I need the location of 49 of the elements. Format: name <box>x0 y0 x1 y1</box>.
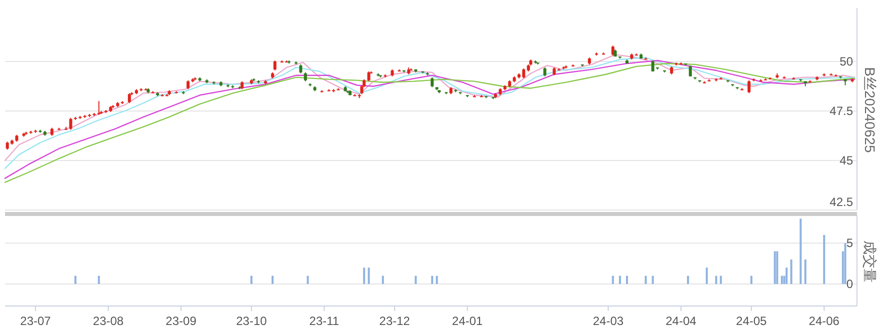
y-tick-label: 0 <box>846 276 854 291</box>
x-tick-label: 23-12 <box>379 314 410 328</box>
bar <box>844 243 846 284</box>
x-tick-label: 24-01 <box>452 314 484 328</box>
x-tick-label: 24-03 <box>592 314 624 328</box>
bar <box>786 268 788 284</box>
bar <box>800 218 802 284</box>
bar <box>612 276 614 284</box>
bar <box>414 276 417 284</box>
bar <box>272 276 274 284</box>
y-axis-title: B丝20240625 <box>862 67 878 154</box>
bar <box>363 268 366 284</box>
bar <box>715 276 718 284</box>
bar <box>74 276 76 284</box>
y-tick-label: 5 <box>846 236 854 250</box>
bar <box>687 276 690 284</box>
bar <box>98 276 100 284</box>
y-tick-label: 50 <box>840 54 854 68</box>
bar <box>644 276 647 284</box>
bar <box>618 276 621 284</box>
x-tick-label: 23-07 <box>20 314 52 328</box>
bar <box>750 276 752 284</box>
x-tick-label: 23-10 <box>236 314 268 328</box>
bar <box>652 276 654 284</box>
x-tick-label: 23-09 <box>166 314 197 328</box>
bar <box>706 268 708 284</box>
x-tick-label: 24-05 <box>736 314 768 328</box>
x-tick-label: 23-11 <box>309 314 340 328</box>
x-tick-label: 24-06 <box>808 314 840 328</box>
bar <box>774 251 776 284</box>
y-axis-title: 成交量 <box>862 240 878 282</box>
bar <box>250 276 252 284</box>
bar <box>368 268 370 284</box>
bar <box>626 276 628 284</box>
bar <box>776 251 778 284</box>
y-tick-label: 42.5 <box>830 195 854 209</box>
bar <box>306 276 309 284</box>
y-tick-label: 45 <box>840 153 854 168</box>
bar <box>790 259 792 284</box>
bar <box>436 276 438 284</box>
bar <box>720 276 722 284</box>
x-tick-label: 23-08 <box>92 314 124 328</box>
bar <box>431 276 434 284</box>
y-tick-label: 47.5 <box>830 104 854 118</box>
bar <box>823 234 826 284</box>
x-tick-label: 24-04 <box>666 314 697 328</box>
bar <box>804 259 806 284</box>
bar <box>780 276 783 284</box>
bar <box>382 276 384 284</box>
